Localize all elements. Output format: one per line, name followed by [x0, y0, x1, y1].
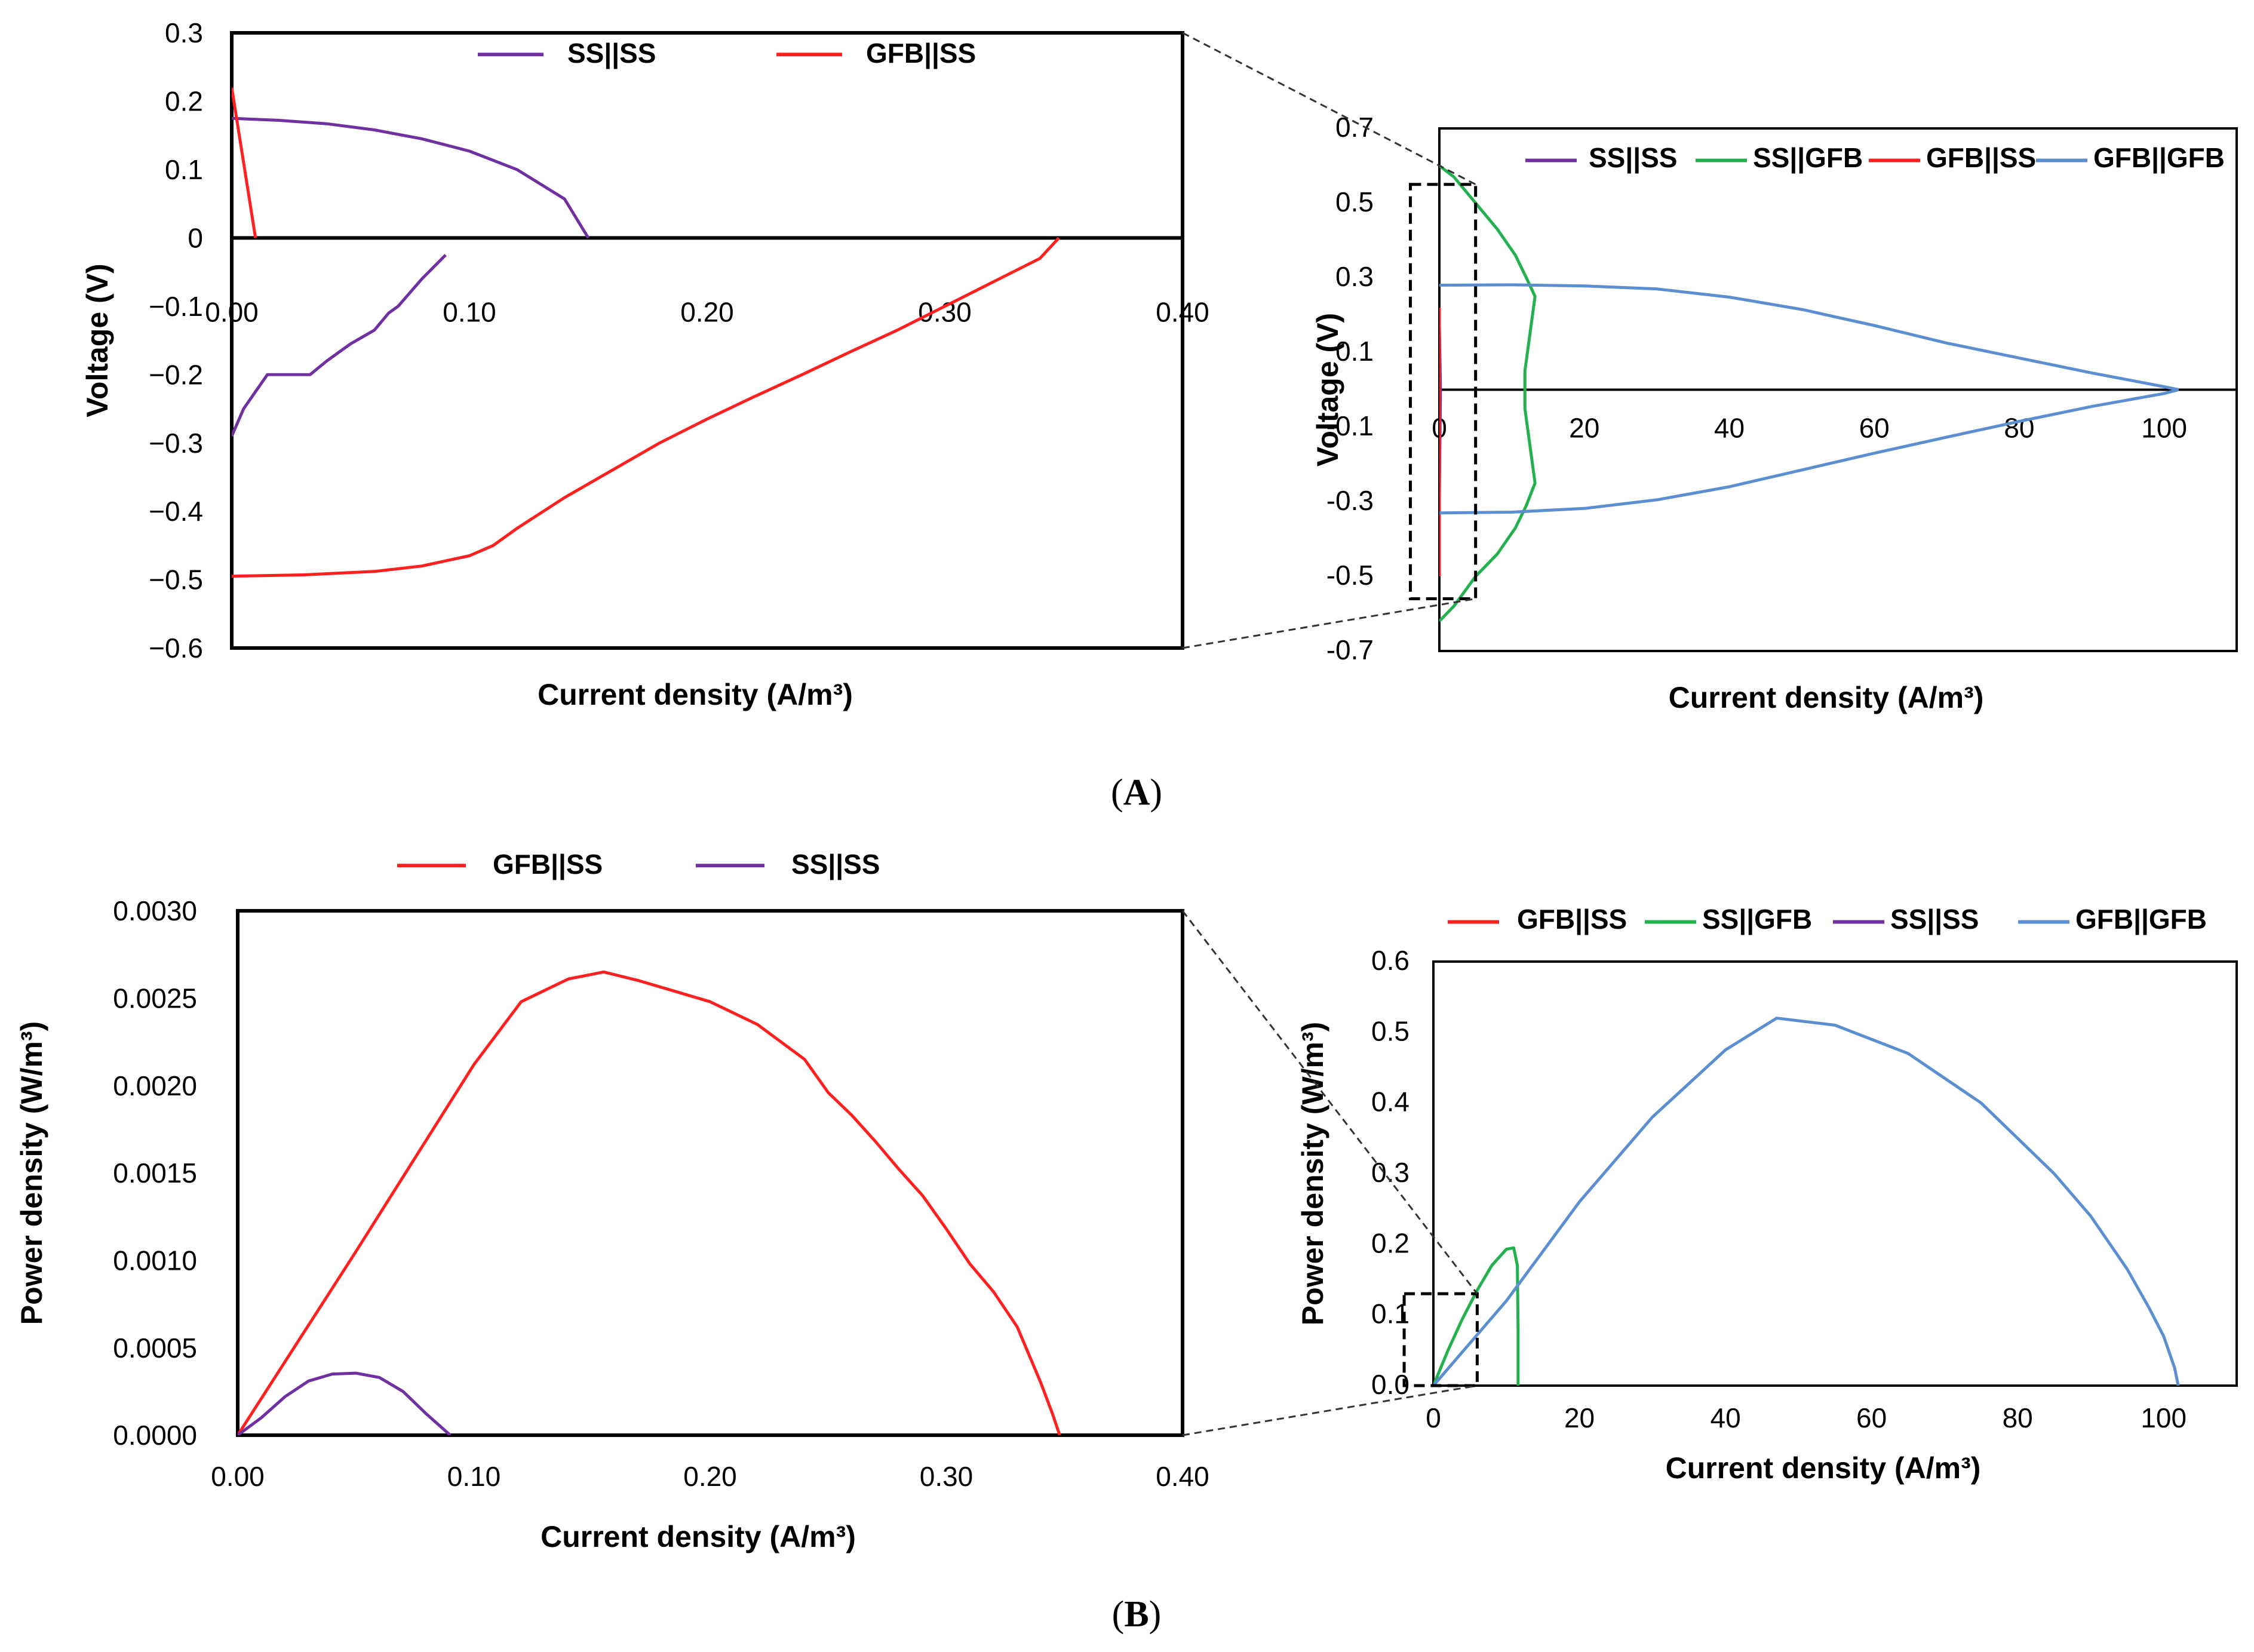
panel-label-a: (A)	[1111, 772, 1162, 813]
series-line-ss-gfb	[1433, 1246, 1520, 1386]
x-tick-label: 80	[2004, 413, 2034, 444]
chart-a-right: 0.70.50.30.1-0.1-0.3-0.5-0.70 20 40 60 80 100…	[1311, 112, 2238, 714]
zoom-connectors	[1181, 32, 1478, 1436]
series-line-ss-ss	[232, 254, 447, 437]
y-tick-label: 0.0005	[113, 1332, 197, 1364]
panel-label-b: (B)	[1112, 1594, 1162, 1635]
x-tick-label: 80	[2003, 1402, 2033, 1433]
legend-label-gfb-ss: GFB||SS	[1517, 904, 1627, 935]
y-tick-label: -0.3	[1326, 485, 1374, 516]
zoom-box	[1402, 1292, 1479, 1387]
connector-line	[1182, 1384, 1478, 1436]
y-tick-label: −0.2	[149, 359, 203, 390]
x-axis-label: Current density (A/m³)	[538, 678, 853, 711]
legend-label-gfb-gfb: GFB||GFB	[2093, 142, 2225, 173]
x-tick-label: 40	[1714, 413, 1745, 444]
series-line-gfb-gfb	[1439, 388, 2179, 515]
x-tick-label: 0.20	[683, 1461, 737, 1492]
y-tick-label: 0.0015	[113, 1157, 197, 1189]
series-line-gfb-ss	[232, 87, 257, 238]
legend-label-gfb-ss: GFB||SS	[1926, 142, 2036, 173]
y-tick-label: 0.4	[1371, 1086, 1409, 1117]
y-tick-label: 0.0020	[113, 1070, 197, 1101]
y-tick-label: -0.7	[1326, 634, 1374, 665]
y-tick-label: 0.3	[1335, 261, 1374, 292]
y-tick-label: 0.1	[1335, 336, 1374, 367]
y-tick-label: 0.0030	[113, 895, 197, 926]
series-line-gfb-gfb	[1439, 283, 2179, 391]
plot-frame	[230, 31, 1184, 650]
chart-b-right: 0.00.10.20.30.40.50.60 20 40 60 80 100Current…	[1296, 904, 2238, 1485]
x-axis-label: Current density (A/m³)	[1666, 1451, 1981, 1485]
y-tick-label: −0.6	[149, 632, 203, 664]
y-tick-label: 0.7	[1335, 112, 1374, 143]
series-line-ss-ss	[232, 116, 590, 239]
legend-label-ss-gfb: SS||GFB	[1753, 142, 1863, 173]
y-tick-label: −0.3	[149, 428, 203, 459]
y-tick-label: 0.5	[1335, 186, 1374, 217]
y-tick-label: 0.2	[165, 86, 203, 117]
legend-label-ss-ss: SS||SS	[791, 849, 880, 880]
y-tick-label: -0.5	[1326, 560, 1374, 591]
x-tick-label: 0.20	[680, 296, 734, 327]
series-line-gfb-ss	[232, 237, 1060, 578]
connector-line	[1182, 32, 1476, 186]
connector-line	[1182, 598, 1476, 649]
x-tick-label: 0.40	[1156, 1461, 1209, 1492]
y-axis-label: Power density (W/m³)	[15, 1021, 48, 1325]
x-axis-label: Current density (A/m³)	[541, 1520, 856, 1553]
y-tick-label: 0.5	[1371, 1015, 1409, 1046]
y-axis-label: Power density (W/m³)	[1296, 1022, 1329, 1325]
y-tick-label: 0.3	[1371, 1157, 1409, 1188]
x-axis-label: Current density (A/m³)	[1669, 681, 1984, 714]
y-tick-label: −0.5	[149, 564, 203, 595]
y-tick-label: 0.0025	[113, 982, 197, 1014]
legend-label-ss-ss: SS||SS	[1589, 142, 1677, 173]
series-line-ss-gfb	[1439, 164, 1537, 622]
x-tick-label: 0.30	[920, 1461, 974, 1492]
y-tick-label: −0.4	[149, 496, 203, 527]
x-tick-label: 0.40	[1156, 296, 1209, 327]
legend-label-ss-ss: SS||SS	[567, 38, 656, 69]
x-tick-label: 0.10	[447, 1461, 501, 1492]
series-line-gfb-gfb	[1433, 1017, 2180, 1386]
y-tick-label: 0.3	[165, 17, 203, 48]
plot-frame	[236, 909, 1184, 1437]
plot-frame	[1432, 960, 2238, 1387]
x-tick-label: 100	[2141, 413, 2187, 444]
legend-label-gfb-ss: GFB||SS	[866, 38, 976, 69]
legend-label-ss-ss: SS||SS	[1890, 904, 1979, 935]
series-line-gfb-ss	[238, 970, 1061, 1435]
y-axis-label: Voltage (V)	[81, 263, 114, 417]
y-tick-label: 0.6	[1371, 945, 1409, 976]
connector-line	[1181, 910, 1478, 1295]
x-tick-label: 60	[1859, 413, 1890, 444]
legend-label-gfb-ss: GFB||SS	[493, 849, 603, 880]
x-tick-label: 20	[1569, 413, 1599, 444]
x-tick-label: 100	[2141, 1402, 2187, 1433]
zoom-box	[1408, 183, 1478, 600]
y-tick-label: 0.2	[1371, 1227, 1409, 1258]
x-tick-label: 0.10	[443, 296, 496, 327]
legend-label-ss-gfb: SS||GFB	[1702, 904, 1812, 935]
series-line-ss-ss	[238, 1371, 452, 1435]
y-tick-label: −0.1	[149, 291, 203, 322]
y-tick-label: 0.1	[165, 154, 203, 185]
x-tick-label: 40	[1711, 1402, 1741, 1433]
chart-b-left: 0.0000 0.0005 0.0010 0.0015 0.0020 0.0025 0.00…	[15, 849, 1209, 1553]
y-tick-label: 0.0010	[113, 1245, 197, 1276]
x-tick-label: 60	[1856, 1402, 1887, 1433]
x-tick-label: 0.00	[211, 1461, 265, 1492]
x-tick-label: 20	[1564, 1402, 1595, 1433]
legend-label-gfb-gfb: GFB||GFB	[2075, 904, 2207, 935]
x-tick-label: 0.30	[918, 296, 972, 327]
x-tick-label: 0	[1426, 1402, 1441, 1433]
y-tick-label: 0.0000	[113, 1420, 197, 1451]
chart-a-left: 0.30.20.10−0.1−0.2−0.3−0.4−0.5−0.60.00 0.…	[81, 17, 1209, 711]
y-axis-label: Voltage (V)	[1311, 313, 1344, 466]
y-tick-label: 0	[188, 222, 203, 253]
x-tick-label: 0.00	[205, 296, 259, 327]
y-tick-label: -0.1	[1326, 410, 1374, 441]
